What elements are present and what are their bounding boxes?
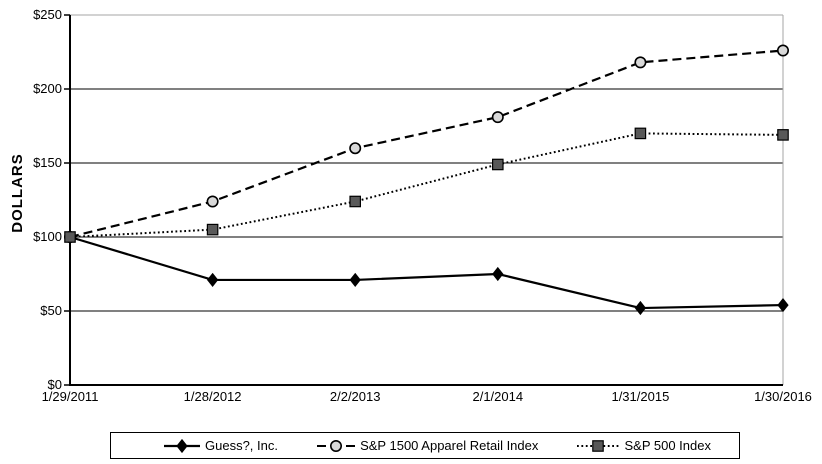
legend-label-sp500: S&P 500 Index bbox=[624, 438, 711, 453]
series-line-0 bbox=[69, 235, 784, 310]
diamond-marker bbox=[492, 266, 504, 282]
series-line-2 bbox=[69, 132, 784, 238]
series-line-1 bbox=[69, 49, 784, 239]
circle-marker bbox=[330, 439, 343, 452]
legend-item-sp500: S&P 500 Index bbox=[577, 438, 711, 453]
diamond-marker bbox=[777, 297, 789, 313]
legend-item-guess: Guess?, Inc. bbox=[164, 438, 278, 453]
square-marker bbox=[206, 223, 219, 236]
square-marker bbox=[592, 439, 605, 452]
legend-item-sp1500-apparel: S&P 1500 Apparel Retail Index bbox=[317, 438, 538, 453]
circle-marker bbox=[491, 111, 504, 124]
diamond-marker bbox=[349, 272, 361, 288]
square-marker bbox=[349, 195, 361, 208]
diamond-marker bbox=[176, 438, 188, 453]
circle-marker bbox=[206, 195, 219, 208]
square-marker bbox=[634, 127, 647, 140]
diamond-marker bbox=[206, 272, 219, 288]
circle-marker bbox=[776, 44, 789, 57]
diamond-marker bbox=[634, 300, 647, 316]
legend-label-sp1500-apparel: S&P 1500 Apparel Retail Index bbox=[360, 438, 539, 453]
dashed-line-circle-icon bbox=[317, 439, 356, 452]
solid-line-diamond-icon bbox=[164, 438, 200, 453]
circle-marker bbox=[634, 56, 647, 69]
legend-box: Guess?, Inc. S&P 1500 Apparel Retail Ind… bbox=[110, 432, 740, 459]
square-marker bbox=[492, 158, 504, 171]
plot-area bbox=[64, 14, 789, 386]
dotted-line-square-icon bbox=[577, 439, 620, 452]
legend-label-guess: Guess?, Inc. bbox=[205, 438, 278, 453]
square-marker bbox=[777, 129, 789, 141]
circle-marker bbox=[349, 142, 362, 155]
square-marker bbox=[64, 231, 76, 243]
